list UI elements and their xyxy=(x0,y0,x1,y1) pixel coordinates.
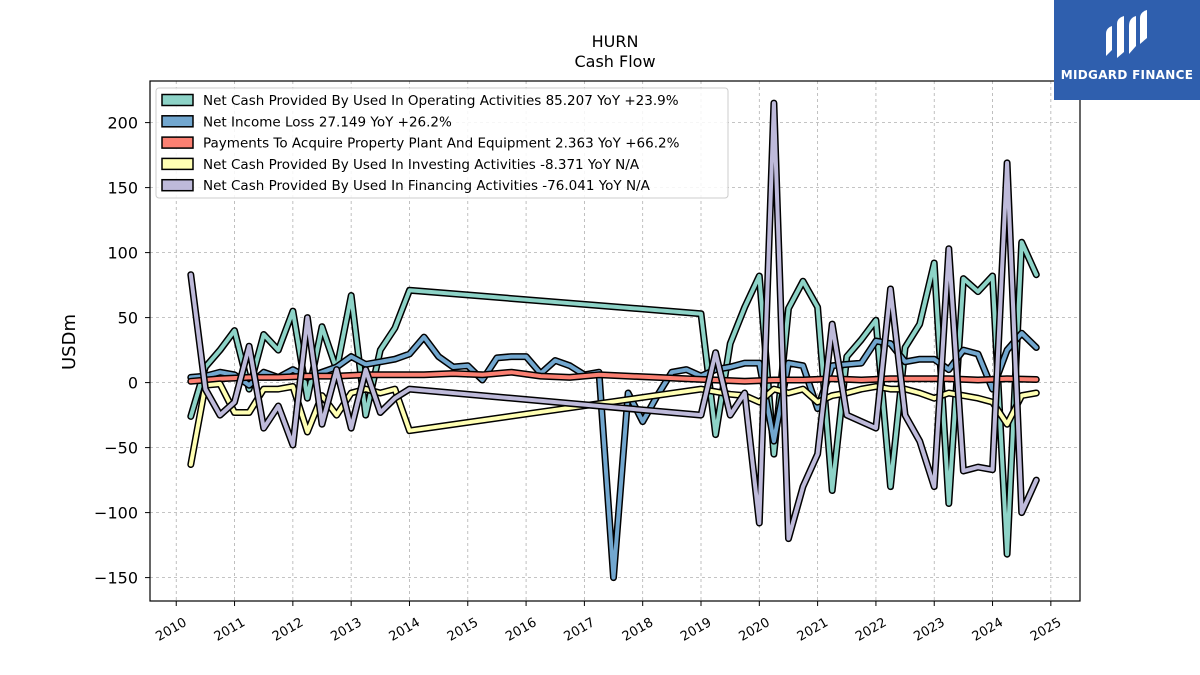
x-tick-label: 2011 xyxy=(212,615,248,645)
chart-title: HURN xyxy=(592,32,639,51)
chart-subtitle: Cash Flow xyxy=(574,52,655,71)
legend-label: Net Income Loss 27.149 YoY +26.2% xyxy=(203,114,452,130)
legend-label: Net Cash Provided By Used In Financing A… xyxy=(203,178,651,194)
legend-item: Payments To Acquire Property Plant And E… xyxy=(162,136,680,152)
legend-swatch xyxy=(162,116,193,127)
x-tick-label: 2019 xyxy=(678,615,714,645)
legend-item: Net Cash Provided By Used In Operating A… xyxy=(162,93,679,109)
y-tick-label: 100 xyxy=(107,244,138,263)
x-tick-label: 2018 xyxy=(620,615,656,645)
legend-item: Net Cash Provided By Used In Financing A… xyxy=(162,178,651,194)
x-tick-label: 2021 xyxy=(795,615,831,645)
x-tick-label: 2025 xyxy=(1028,615,1064,645)
x-tick-label: 2012 xyxy=(270,615,306,645)
cash-flow-chart: HURN Cash Flow USDm 2010 2011 2012 2013 2014… xyxy=(0,0,1200,675)
legend-label: Net Cash Provided By Used In Investing A… xyxy=(203,157,640,173)
y-axis-label: USDm xyxy=(59,314,80,370)
x-tick-label: 2023 xyxy=(911,615,947,645)
logo-text: MIDGARD FINANCE xyxy=(1054,68,1200,82)
legend-item: Net Cash Provided By Used In Investing A… xyxy=(162,157,640,173)
y-tick-label: 0 xyxy=(128,374,138,393)
y-tick-label: −100 xyxy=(94,504,138,523)
legend-swatch xyxy=(162,180,193,191)
legend: Net Cash Provided By Used In Operating A… xyxy=(156,88,728,198)
y-tick-label: 50 xyxy=(118,309,138,328)
x-tick-label: 2013 xyxy=(328,615,364,645)
x-tick-label: 2017 xyxy=(562,615,598,645)
y-tick-label: 200 xyxy=(107,114,138,133)
x-tick-label: 2016 xyxy=(503,615,539,645)
legend-swatch xyxy=(162,137,193,148)
x-tick-label: 2020 xyxy=(736,615,772,645)
midgard-finance-logo: MIDGARD FINANCE xyxy=(1054,0,1200,100)
legend-swatch xyxy=(162,158,193,169)
y-tick-label: −150 xyxy=(94,569,138,588)
x-tick-label: 2010 xyxy=(153,615,189,645)
y-tick-label: 150 xyxy=(107,179,138,198)
legend-item: Net Income Loss 27.149 YoY +26.2% xyxy=(162,114,452,130)
x-tick-label: 2022 xyxy=(853,615,889,645)
legend-swatch xyxy=(162,95,193,106)
legend-label: Net Cash Provided By Used In Operating A… xyxy=(203,93,679,109)
y-tick-label: −50 xyxy=(104,439,138,458)
y-axis: −150 −100 −50 0 50 100 150 200 xyxy=(94,114,150,588)
logo-mark-icon xyxy=(1054,0,1200,66)
x-axis: 2010 2011 2012 2013 2014 2015 2016 2017 2018 2019… xyxy=(153,601,1064,645)
x-tick-label: 2014 xyxy=(387,615,423,645)
x-tick-label: 2024 xyxy=(970,615,1006,645)
x-tick-label: 2015 xyxy=(445,615,481,645)
legend-label: Payments To Acquire Property Plant And E… xyxy=(203,136,680,152)
